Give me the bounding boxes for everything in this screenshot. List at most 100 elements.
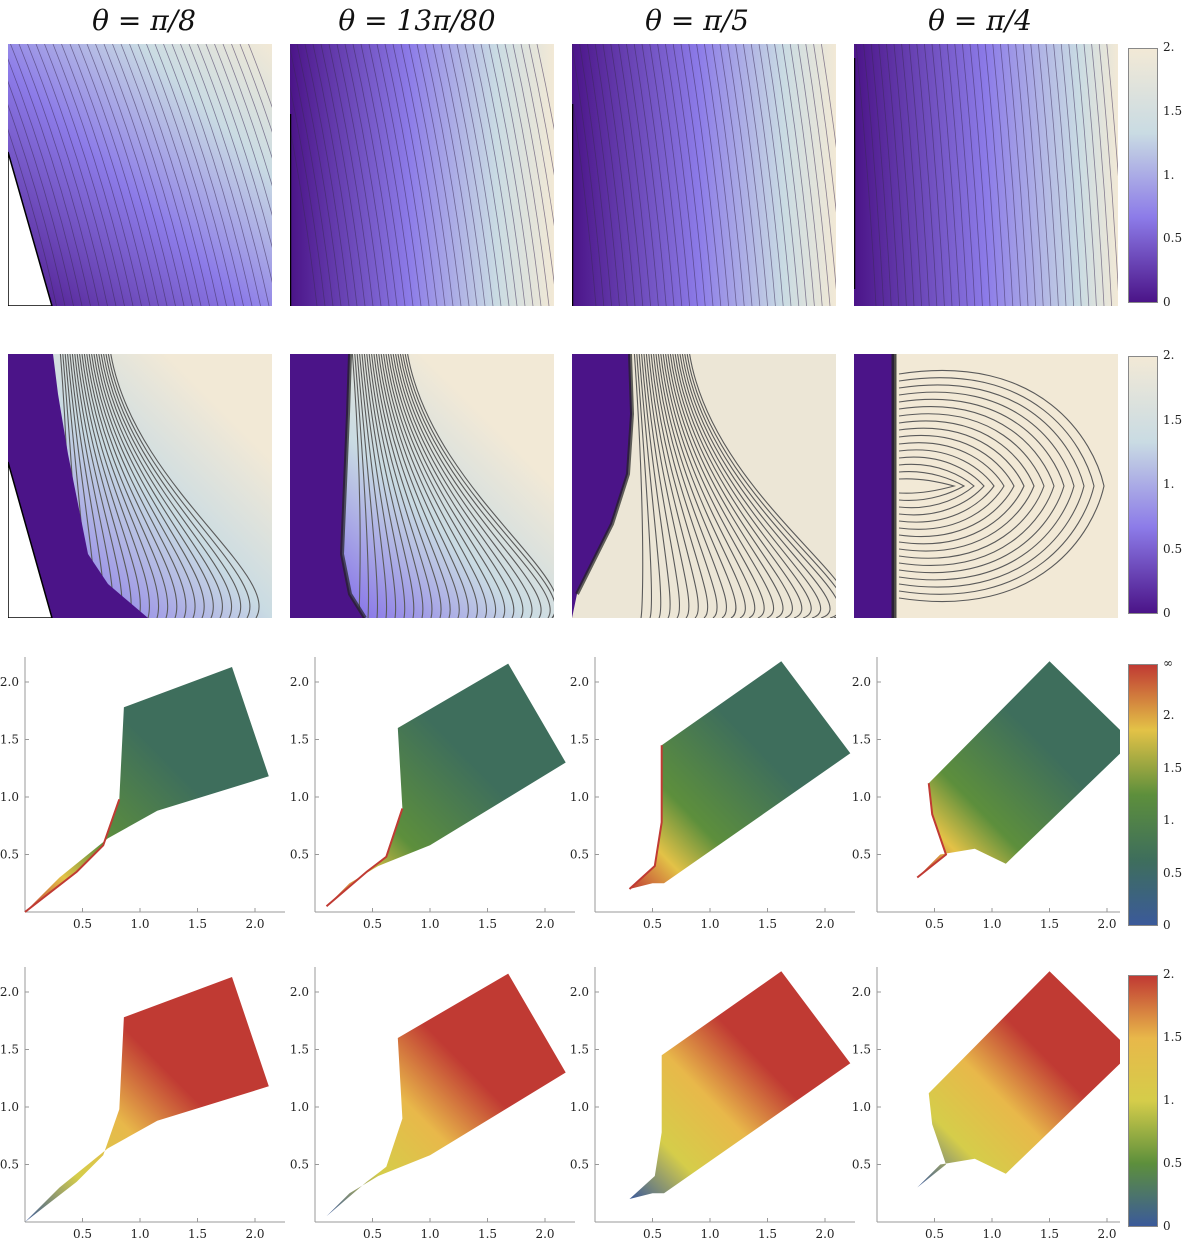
contour-line xyxy=(496,44,542,306)
row1-panel-1 xyxy=(8,44,272,306)
region-shape xyxy=(326,973,566,1217)
x-tick-label: 1.5 xyxy=(1040,1227,1059,1240)
contour-line xyxy=(93,354,196,618)
y-tick-label: 1.5 xyxy=(852,1043,871,1057)
y-tick-label: 1.5 xyxy=(290,733,309,747)
contour-line xyxy=(1091,44,1112,306)
contour-line xyxy=(231,44,272,159)
contour-line xyxy=(378,354,460,618)
contour-line xyxy=(1106,44,1118,177)
contour-line xyxy=(1083,44,1105,306)
y-tick-label: 1.5 xyxy=(0,1043,19,1057)
row1-panel-2 xyxy=(290,44,554,306)
contour-line xyxy=(120,44,202,306)
contour-line xyxy=(8,58,83,306)
row2-contour-plot-3 xyxy=(572,354,836,618)
region-panel-1: 0.5 1.0 1.5 2.0 0.5 1.0 1.5 2.0 xyxy=(0,657,285,930)
colorbar-4-label: 1. xyxy=(1163,1093,1175,1107)
contour-line xyxy=(805,44,836,291)
contour-line xyxy=(480,44,526,306)
y-tick-label: 2.0 xyxy=(0,985,19,999)
contour-line xyxy=(662,354,756,618)
contour-line xyxy=(390,354,506,618)
contour-line xyxy=(886,44,907,306)
contour-line xyxy=(766,44,800,306)
contour-line xyxy=(660,354,746,618)
contour-line xyxy=(711,44,745,306)
contour-line xyxy=(939,44,960,306)
colorbar-1-label: 0 xyxy=(1163,295,1171,309)
y-tick-label: 1.5 xyxy=(290,1043,309,1057)
x-tick-label: 1.0 xyxy=(130,1227,149,1240)
contour-line xyxy=(789,44,823,306)
contour-line xyxy=(782,44,815,306)
x-tick-label: 0.5 xyxy=(363,1227,382,1240)
y-tick-label: 0.5 xyxy=(290,1158,309,1172)
row2-panel-4 xyxy=(854,354,1118,618)
y-tick-label: 2.0 xyxy=(852,985,871,999)
contour-line xyxy=(633,44,667,306)
contour-line xyxy=(448,44,494,306)
x-tick-label: 2.0 xyxy=(245,1227,264,1240)
contour-line xyxy=(103,44,185,306)
contour-line xyxy=(1022,44,1044,306)
contour-line xyxy=(456,44,502,306)
x-tick-label: 1.0 xyxy=(700,1227,719,1240)
colorbar-2-label: 0 xyxy=(1163,606,1171,620)
contour-line xyxy=(8,128,57,306)
x-tick-label: 0.5 xyxy=(73,1227,92,1240)
contour-line xyxy=(931,44,953,306)
colorbar-1-label: 2. xyxy=(1163,40,1175,54)
contour-line xyxy=(758,44,792,306)
y-tick-label: 1.5 xyxy=(570,1043,589,1057)
contour-line xyxy=(385,354,488,618)
contour-line xyxy=(579,44,612,306)
contour-line xyxy=(112,44,193,306)
contour-line xyxy=(946,44,968,306)
colorbar-3-label: ∞ xyxy=(1163,656,1173,670)
contour-line xyxy=(248,44,272,108)
colorbar-3-label: 1. xyxy=(1163,813,1175,828)
x-tick-label: 1.5 xyxy=(188,917,207,930)
contour-line xyxy=(88,354,178,618)
region-panel-2: 0.5 1.0 1.5 2.0 0.5 1.0 1.5 2.0 xyxy=(290,967,575,1240)
contour-line xyxy=(81,354,150,618)
x-tick-label: 0.5 xyxy=(73,917,92,930)
contour-line xyxy=(901,44,922,306)
contour-line xyxy=(387,354,497,618)
contour-line xyxy=(641,44,675,306)
contour-line xyxy=(100,354,223,618)
contour-line xyxy=(704,44,737,306)
x-tick-label: 2.0 xyxy=(815,1227,834,1240)
contour-line xyxy=(95,44,176,306)
boundary-curve xyxy=(628,745,663,890)
contour-line xyxy=(657,44,690,306)
contour-line xyxy=(681,354,831,618)
contour-line xyxy=(680,44,714,306)
region-panel-2: 0.5 1.0 1.5 2.0 0.5 1.0 1.5 2.0 xyxy=(290,657,575,930)
region-panel-4: 0.5 1.0 1.5 2.0 0.5 1.0 1.5 2.0 xyxy=(852,657,1120,930)
contour-line xyxy=(380,354,469,618)
contour-line xyxy=(344,44,390,306)
contour-line xyxy=(197,44,272,284)
row1-contour-plot-4 xyxy=(854,44,1118,306)
contour-line xyxy=(1053,44,1074,306)
contour-line xyxy=(878,44,900,306)
contour-line xyxy=(52,44,134,306)
contour-line xyxy=(977,44,998,306)
contour-line xyxy=(375,354,451,618)
contour-line xyxy=(214,44,272,216)
contour-line xyxy=(962,44,983,306)
contour-line xyxy=(898,463,975,509)
contour-line xyxy=(1038,44,1059,306)
contour-line xyxy=(464,44,510,306)
region-shape xyxy=(629,971,851,1199)
x-tick-label: 0.5 xyxy=(925,1227,944,1240)
contour-line xyxy=(679,354,821,618)
contour-line xyxy=(397,354,533,618)
contour-line xyxy=(916,44,938,306)
contour-line xyxy=(1060,44,1082,306)
contour-line xyxy=(898,369,1105,603)
contour-line xyxy=(686,354,836,618)
region-panel-4: 0.5 1.0 1.5 2.0 0.5 1.0 1.5 2.0 xyxy=(852,967,1120,1240)
